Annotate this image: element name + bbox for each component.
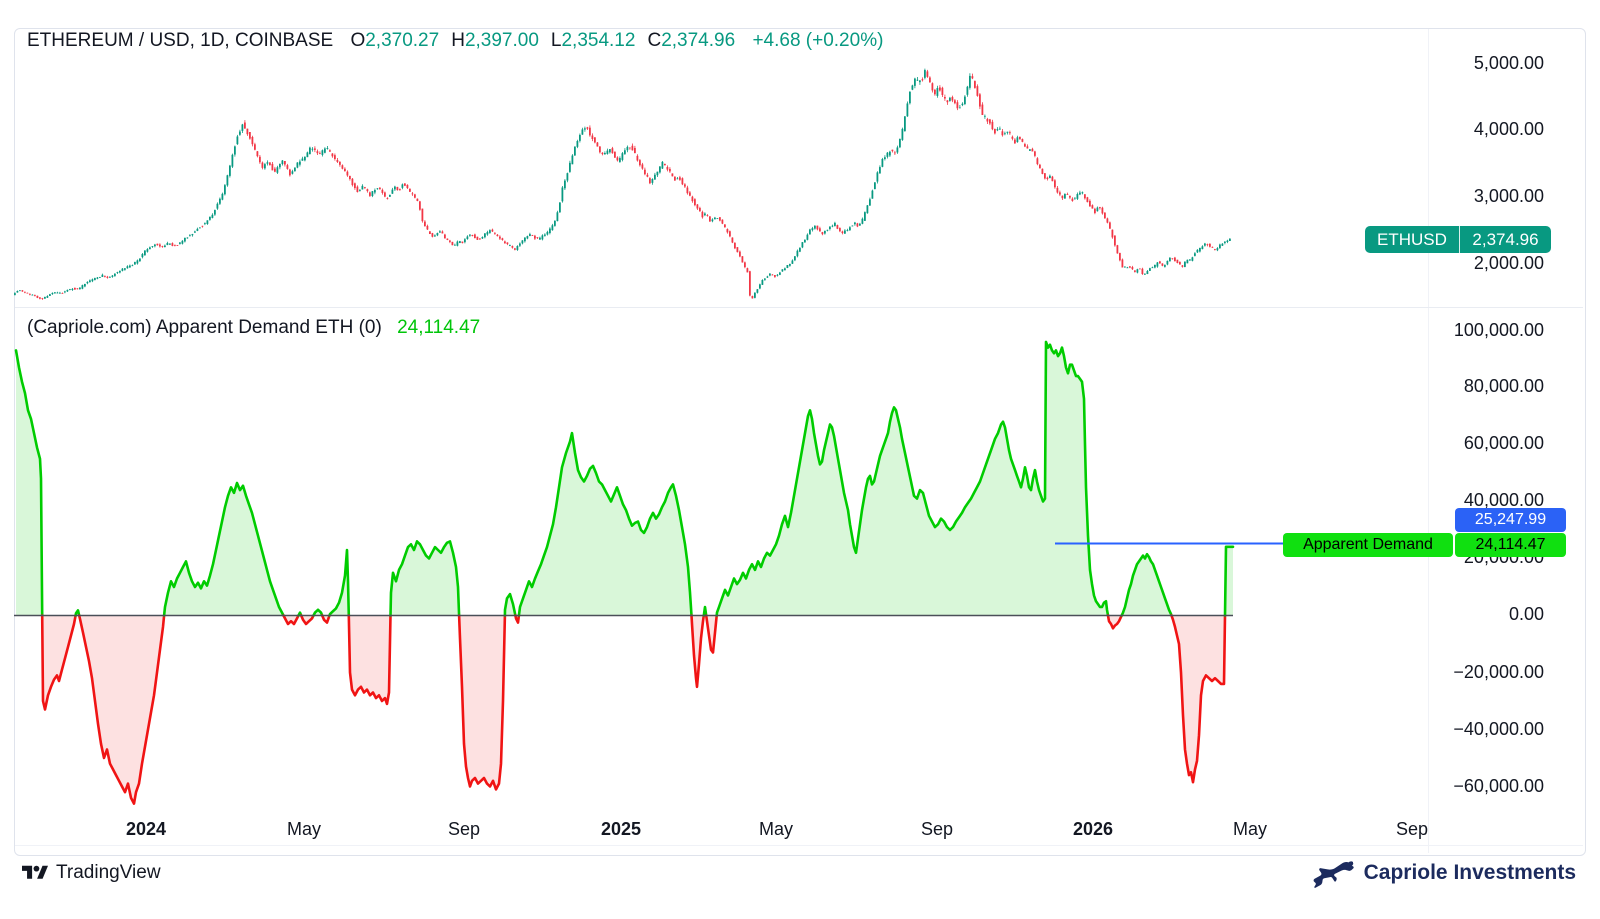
price-axis-tick: 5,000.00 bbox=[1473, 53, 1544, 73]
price-axis-tick: 3,000.00 bbox=[1473, 186, 1544, 206]
ohlc-label-O: O bbox=[350, 30, 366, 51]
ohlc-label-C: C bbox=[647, 30, 662, 51]
time-axis-tick: 2025 bbox=[600, 819, 642, 839]
tradingview-logo-icon bbox=[22, 865, 48, 879]
apparent-demand-pane[interactable] bbox=[14, 307, 1428, 854]
indicator-title: (Capriole.com) Apparent Demand ETH (0) bbox=[27, 317, 382, 338]
chart-widget-frame bbox=[14, 28, 1586, 856]
time-axis-separator bbox=[15, 845, 1583, 846]
change-value: +4.68 (+0.20%) bbox=[752, 30, 884, 51]
price-scale-separator bbox=[1428, 29, 1429, 853]
ohlc-value-C: 2,374.96 bbox=[661, 30, 736, 51]
time-axis-tick: Sep bbox=[1395, 819, 1429, 839]
level-line-badge: 25,247.99 bbox=[1455, 508, 1566, 532]
ohlc-values: O2,370.27 H2,397.00 L2,354.12 C2,374.96 bbox=[338, 30, 735, 51]
time-axis-tick: 2026 bbox=[1072, 819, 1114, 839]
time-axis-tick: May bbox=[1232, 819, 1268, 839]
apparent-demand-value-badge: 24,114.47 bbox=[1455, 533, 1566, 557]
time-axis-tick: 2024 bbox=[125, 819, 167, 839]
badge-divider bbox=[1458, 226, 1461, 253]
indicator-axis-tick: −60,000.00 bbox=[1453, 776, 1544, 796]
last-price-badge: ETHUSD 2,374.96 bbox=[1365, 226, 1551, 253]
ohlc-label-H: H bbox=[451, 30, 465, 51]
ohlc-value-H: 2,397.00 bbox=[464, 30, 539, 51]
tradingview-attribution[interactable]: TradingView bbox=[22, 862, 161, 884]
indicator-axis-tick: −40,000.00 bbox=[1453, 719, 1544, 739]
last-price-badge-value: 2,374.96 bbox=[1472, 229, 1539, 249]
price-axis-tick: 2,000.00 bbox=[1473, 253, 1544, 273]
symbol-title: ETHEREUM / USD, 1D, COINBASE bbox=[27, 30, 334, 51]
ohlc-label-L: L bbox=[550, 30, 562, 51]
capriole-logo-text: Capriole Investments bbox=[1363, 861, 1576, 884]
capriole-horse-icon bbox=[1313, 861, 1354, 888]
capriole-attribution: Capriole Investments bbox=[1312, 858, 1576, 888]
pane-separator bbox=[15, 307, 1583, 308]
price-axis-tick: 4,000.00 bbox=[1473, 119, 1544, 139]
price-chart-pane[interactable] bbox=[14, 28, 1428, 307]
indicator-axis-tick: −20,000.00 bbox=[1453, 662, 1544, 682]
indicator-axis-tick: 40,000.00 bbox=[1463, 490, 1544, 510]
ohlc-value-L: 2,354.12 bbox=[561, 30, 636, 51]
indicator-axis-tick: 80,000.00 bbox=[1463, 376, 1544, 396]
indicator-axis-tick: 100,000.00 bbox=[1453, 320, 1544, 340]
time-axis-tick: May bbox=[758, 819, 794, 839]
tradingview-logo-text: TradingView bbox=[56, 862, 161, 883]
apparent-demand-label-badge: Apparent Demand bbox=[1283, 533, 1453, 557]
time-axis-tick: Sep bbox=[447, 819, 481, 839]
time-axis-tick: May bbox=[286, 819, 322, 839]
ohlc-value-O: 2,370.27 bbox=[365, 30, 440, 51]
indicator-axis-tick: 60,000.00 bbox=[1463, 433, 1544, 453]
indicator-header: (Capriole.com) Apparent Demand ETH (0) 2… bbox=[27, 317, 480, 339]
symbol-header: ETHEREUM / USD, 1D, COINBASE O2,370.27 H2… bbox=[27, 30, 883, 52]
indicator-axis-tick: 0.00 bbox=[1508, 604, 1544, 624]
last-price-badge-symbol: ETHUSD bbox=[1377, 229, 1447, 249]
indicator-value: 24,114.47 bbox=[397, 317, 481, 338]
time-axis-tick: Sep bbox=[920, 819, 954, 839]
